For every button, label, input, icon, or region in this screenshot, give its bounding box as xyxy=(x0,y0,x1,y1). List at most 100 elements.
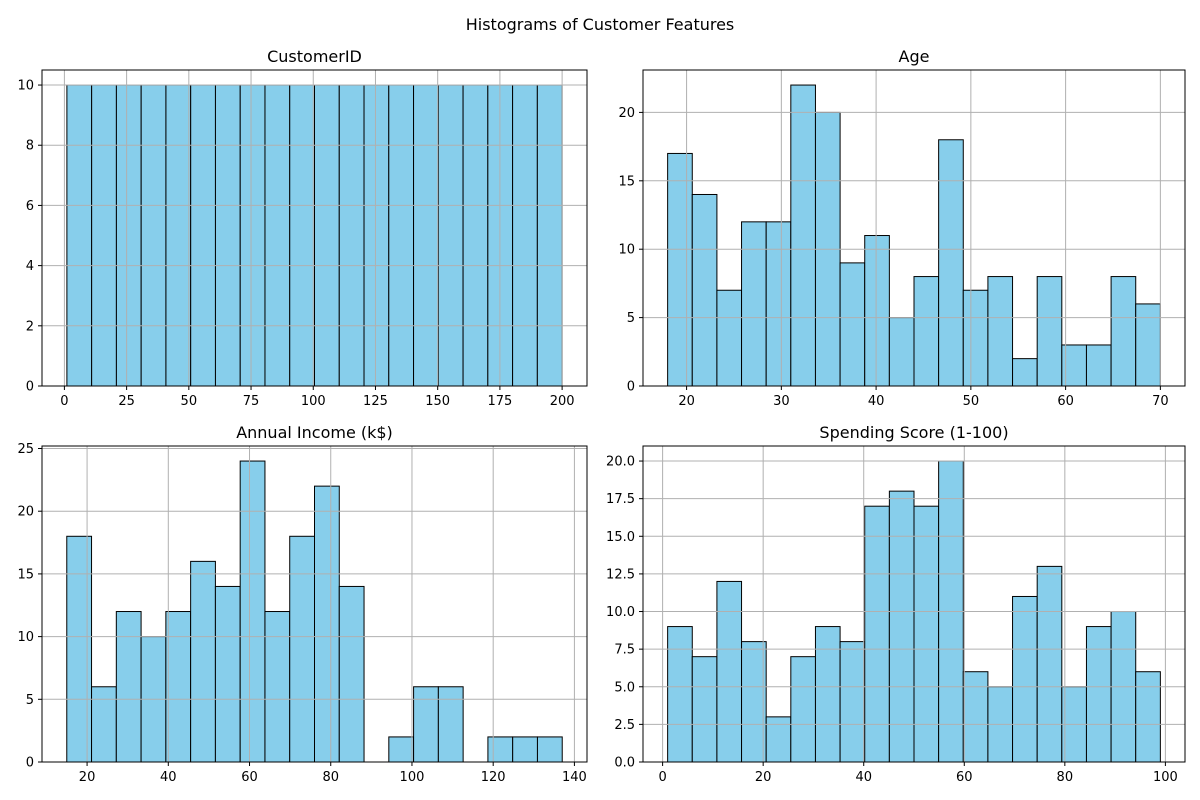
y-tick-label: 15 xyxy=(17,567,34,582)
y-tick-label: 12.5 xyxy=(606,567,635,582)
histogram-bar xyxy=(437,686,464,763)
x-tick-label: 60 xyxy=(956,770,973,785)
histogram-bar xyxy=(363,84,390,387)
histogram-bar xyxy=(667,152,693,387)
x-tick-label: 120 xyxy=(481,770,506,785)
histogram-bar xyxy=(413,84,439,387)
histogram-bar xyxy=(1135,671,1161,763)
histogram-panel: Annual Income (k$) 20 40 60 80 100 120 140 0 5 10 1… xyxy=(17,423,588,785)
histogram-bar xyxy=(864,235,890,387)
x-tick-label: 50 xyxy=(963,394,980,409)
histogram-bar xyxy=(536,736,563,763)
histogram-bar xyxy=(888,490,915,763)
histogram-bar xyxy=(437,84,464,387)
x-tick-label: 75 xyxy=(243,394,260,409)
y-tick-label: 5 xyxy=(627,311,635,326)
y-tick-label: 7.5 xyxy=(614,643,635,658)
x-tick-label: 20 xyxy=(755,770,772,785)
y-tick-label: 20 xyxy=(17,505,34,520)
histogram-bar xyxy=(190,560,216,763)
y-tick-label: 2.5 xyxy=(614,718,635,733)
histogram-bar xyxy=(66,535,93,763)
histogram-bar xyxy=(888,317,915,387)
histogram-bar xyxy=(765,716,792,763)
y-tick-label: 2 xyxy=(26,319,34,334)
histogram-bar xyxy=(741,221,767,387)
histogram-panel: Spending Score (1-100) 0 20 40 60 80 100 0.0 2.5… xyxy=(606,423,1186,785)
y-tick-label: 10 xyxy=(17,79,34,94)
histogram-bar xyxy=(1085,344,1112,387)
histogram-bar xyxy=(790,84,816,387)
x-tick-label: 140 xyxy=(562,770,587,785)
histogram-bar xyxy=(66,84,93,387)
histogram-bar xyxy=(741,641,767,763)
histogram-bar xyxy=(264,611,291,763)
histogram-bar xyxy=(839,262,866,387)
x-tick-label: 175 xyxy=(487,394,512,409)
y-tick-label: 10.0 xyxy=(606,605,635,620)
x-tick-label: 80 xyxy=(1057,770,1074,785)
histogram-bar xyxy=(264,84,291,387)
histogram-bar xyxy=(691,193,718,387)
histogram-bar xyxy=(1036,276,1063,387)
y-tick-label: 0 xyxy=(26,380,34,395)
histogram-bar xyxy=(790,656,816,763)
histogram-bar xyxy=(289,84,316,387)
y-tick-label: 4 xyxy=(26,259,34,274)
histogram-bar xyxy=(1135,303,1161,387)
histogram-bar xyxy=(1012,358,1038,387)
x-tick-label: 20 xyxy=(678,394,695,409)
y-tick-label: 5 xyxy=(26,693,34,708)
x-tick-label: 0 xyxy=(60,394,68,409)
y-tick-label: 5.0 xyxy=(614,680,635,695)
histogram-panel: Age 20 30 40 50 60 70 0 5 10 15 20 xyxy=(618,47,1186,409)
histogram-bar xyxy=(814,626,841,763)
histogram-bar xyxy=(140,84,167,387)
x-tick-label: 40 xyxy=(855,770,872,785)
histogram-bar xyxy=(1085,626,1112,763)
x-tick-label: 25 xyxy=(118,394,135,409)
y-tick-label: 17.5 xyxy=(606,492,635,507)
histogram-bar xyxy=(536,84,563,387)
y-tick-label: 10 xyxy=(17,630,34,645)
axes-frame xyxy=(642,445,1186,763)
histogram-panel: CustomerID 0 25 50 75 100 125 150 175 200 0 2 4 6 8 10 xyxy=(17,47,588,409)
y-tick-label: 10 xyxy=(618,243,635,258)
figure-title: Histograms of Customer Features xyxy=(466,15,735,34)
x-tick-label: 80 xyxy=(322,770,339,785)
histogram-bar xyxy=(512,84,538,387)
histogram-bar xyxy=(962,289,989,387)
histogram-bar xyxy=(716,289,743,387)
histogram-bar xyxy=(716,580,743,763)
histogram-bar xyxy=(913,276,940,387)
histogram-bar xyxy=(115,611,142,763)
y-tick-label: 0.0 xyxy=(614,756,635,771)
x-tick-label: 0 xyxy=(658,770,666,785)
x-tick-label: 100 xyxy=(301,394,326,409)
y-tick-label: 8 xyxy=(26,139,34,154)
histogram-bar xyxy=(165,84,192,387)
x-tick-label: 125 xyxy=(363,394,388,409)
x-tick-label: 20 xyxy=(79,770,96,785)
axes-frame xyxy=(41,69,588,387)
x-tick-label: 40 xyxy=(868,394,885,409)
histogram-bar xyxy=(338,84,365,387)
axes-frame xyxy=(642,69,1186,387)
x-tick-label: 100 xyxy=(1153,770,1178,785)
x-tick-label: 40 xyxy=(160,770,177,785)
axes-frame xyxy=(41,445,588,763)
histogram-bar xyxy=(462,84,489,387)
histogram-bar xyxy=(314,84,340,387)
histogram-bar xyxy=(1036,565,1063,763)
panel-title: Spending Score (1-100) xyxy=(819,423,1008,442)
histogram-bar xyxy=(239,460,266,763)
x-tick-label: 60 xyxy=(1057,394,1074,409)
histogram-bar xyxy=(667,626,693,763)
histogram-bar xyxy=(987,276,1014,387)
histogram-bar xyxy=(388,736,415,763)
y-tick-label: 15 xyxy=(618,174,635,189)
histogram-bar xyxy=(190,84,216,387)
histogram-bar xyxy=(115,84,142,387)
y-tick-label: 0 xyxy=(627,380,635,395)
